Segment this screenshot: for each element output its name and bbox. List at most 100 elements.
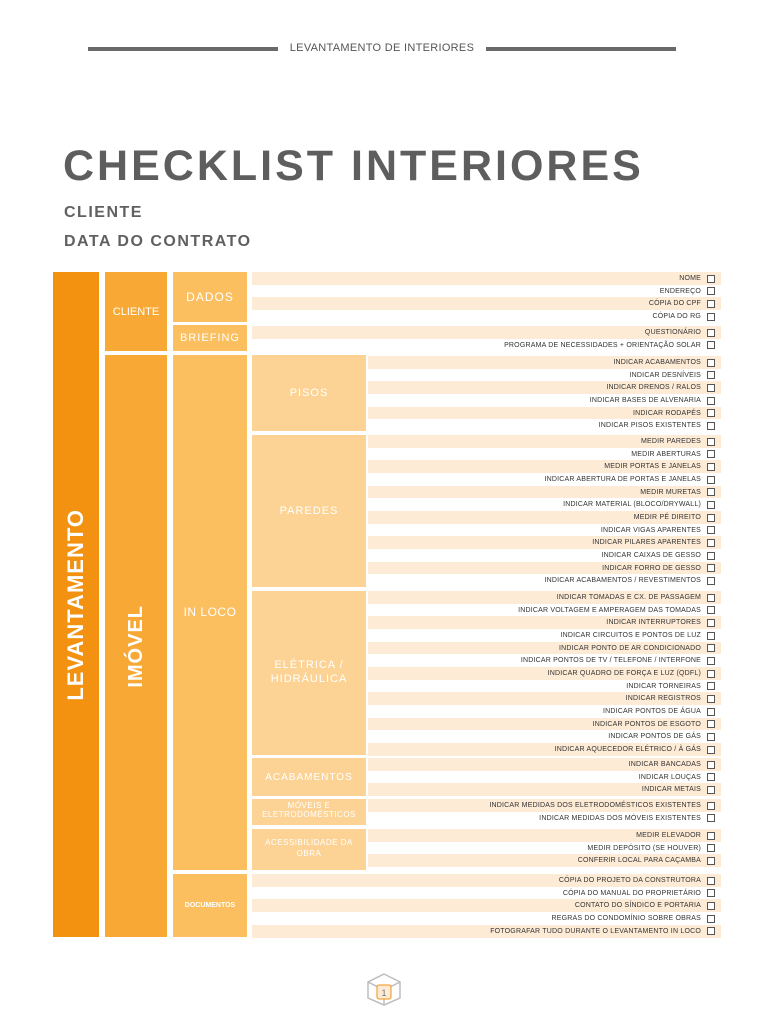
checklist-item-documentos[interactable]: FOTOGRAFAR TUDO DURANTE O LEVANTAMENTO I… [252, 924, 721, 938]
checklist-item-pisos[interactable]: INDICAR DESNÍVEIS [368, 368, 721, 382]
checklist-item-paredes[interactable]: INDICAR ACABAMENTOS / REVESTIMENTOS [368, 574, 721, 588]
checklist-item-eletrica[interactable]: INDICAR INTERRUPTORES [368, 616, 721, 630]
checkbox[interactable] [707, 901, 715, 910]
checkbox[interactable] [707, 631, 715, 640]
checklist-item-acessibilidade[interactable]: MEDIR DEPÓSITO (SE HOUVER) [368, 841, 721, 855]
checkbox[interactable] [707, 576, 715, 585]
checklist-item-dados[interactable]: CÓPIA DO CPF [252, 297, 721, 311]
checkbox[interactable] [707, 814, 715, 823]
checklist-item-documentos[interactable]: CÓPIA DO MANUAL DO PROPRIETÁRIO [252, 886, 721, 900]
checkbox[interactable] [707, 914, 715, 923]
checkbox[interactable] [707, 526, 715, 535]
checkbox[interactable] [707, 785, 715, 794]
checklist-item-documentos[interactable]: REGRAS DO CONDOMÍNIO SOBRE OBRAS [252, 912, 721, 925]
checklist-item-moveis[interactable]: INDICAR MEDIDAS DOS MÓVEIS EXISTENTES [368, 811, 721, 825]
checklist-item-pisos[interactable]: INDICAR PISOS EXISTENTES [368, 419, 721, 433]
checkbox[interactable] [707, 694, 715, 703]
checkbox[interactable] [707, 745, 715, 754]
checkbox[interactable] [707, 656, 715, 665]
checkbox[interactable] [707, 358, 715, 367]
checkbox[interactable] [707, 462, 715, 471]
checkbox[interactable] [707, 371, 715, 380]
checklist-item-paredes[interactable]: INDICAR MATERIAL (BLOCO/DRYWALL) [368, 498, 721, 512]
checklist-item-eletrica[interactable]: INDICAR TOMADAS E CX. DE PASSAGEM [368, 591, 721, 604]
checkbox[interactable] [707, 396, 715, 405]
checkbox[interactable] [707, 606, 715, 615]
checklist-item-pisos[interactable]: INDICAR DRENOS / RALOS [368, 381, 721, 395]
checkbox[interactable] [707, 773, 715, 782]
checklist-item-dados[interactable]: ENDEREÇO [252, 284, 721, 298]
checklist-item-documentos[interactable]: CÓPIA DO PROJETO DA CONSTRUTORA [252, 874, 721, 887]
checklist-item-documentos[interactable]: CONTATO DO SÍNDICO E PORTARIA [252, 899, 721, 913]
checklist-item-pisos[interactable]: INDICAR ACABAMENTOS [368, 356, 721, 369]
checkbox[interactable] [707, 450, 715, 459]
checkbox[interactable] [707, 889, 715, 898]
checklist-item-eletrica[interactable]: INDICAR PONTOS DE GÁS [368, 730, 721, 744]
checklist-item-eletrica[interactable]: INDICAR TORNEIRAS [368, 679, 721, 693]
checklist-item-paredes[interactable]: MEDIR PAREDES [368, 435, 721, 448]
checklist-item-dados[interactable]: CÓPIA DO RG [252, 310, 721, 323]
checkbox[interactable] [707, 328, 715, 337]
checklist-item-paredes[interactable]: MEDIR MURETAS [368, 485, 721, 499]
checkbox[interactable] [707, 299, 715, 308]
checklist-item-eletrica[interactable]: INDICAR REGISTROS [368, 692, 721, 706]
checklist-item-paredes[interactable]: MEDIR PORTAS E JANELAS [368, 460, 721, 474]
checklist-item-eletrica[interactable]: INDICAR AQUECEDOR ELÉTRICO / À GÁS [368, 743, 721, 756]
checklist-item-acessibilidade[interactable]: CONFERIR LOCAL PARA CAÇAMBA [368, 854, 721, 868]
checkbox[interactable] [707, 513, 715, 522]
checkbox[interactable] [707, 538, 715, 547]
checklist-item-dados[interactable]: NOME [252, 272, 721, 285]
checklist-item-eletrica[interactable]: INDICAR PONTOS DE TV / TELEFONE / INTERF… [368, 654, 721, 668]
checkbox[interactable] [707, 475, 715, 484]
checkbox[interactable] [707, 312, 715, 321]
checklist-item-acabamentos[interactable]: INDICAR METAIS [368, 783, 721, 797]
checklist-item-paredes[interactable]: INDICAR FORRO DE GESSO [368, 561, 721, 575]
checkbox[interactable] [707, 287, 715, 296]
checkbox[interactable] [707, 488, 715, 497]
checkbox[interactable] [707, 720, 715, 729]
checklist-item-eletrica[interactable]: INDICAR QUADRO DE FORÇA E LUZ (QDFL) [368, 667, 721, 680]
checklist-item-paredes[interactable]: INDICAR VIGAS APARENTES [368, 523, 721, 537]
checkbox[interactable] [707, 856, 715, 865]
checklist-item-paredes[interactable]: INDICAR ABERTURA DE PORTAS E JANELAS [368, 473, 721, 486]
checklist-item-paredes[interactable]: INDICAR CAIXAS DE GESSO [368, 549, 721, 562]
checkbox[interactable] [707, 760, 715, 769]
checkbox[interactable] [707, 669, 715, 678]
checkbox[interactable] [707, 644, 715, 653]
checkbox[interactable] [707, 409, 715, 418]
checklist-item-eletrica[interactable]: INDICAR PONTOS DE ÁGUA [368, 705, 721, 718]
checklist-item-paredes[interactable]: MEDIR PÉ DIREITO [368, 511, 721, 524]
checklist-item-briefing[interactable]: PROGRAMA DE NECESSIDADES + ORIENTAÇÃO SO… [252, 338, 721, 352]
checklist-item-paredes[interactable]: MEDIR ABERTURAS [368, 447, 721, 461]
checklist-item-eletrica[interactable]: INDICAR CIRCUITOS E PONTOS DE LUZ [368, 629, 721, 642]
checklist-item-eletrica[interactable]: INDICAR PONTOS DE ESGOTO [368, 717, 721, 731]
checkbox[interactable] [707, 831, 715, 840]
checkbox[interactable] [707, 551, 715, 560]
checkbox[interactable] [707, 707, 715, 716]
checkbox[interactable] [707, 274, 715, 283]
checkbox[interactable] [707, 421, 715, 430]
checkbox[interactable] [707, 564, 715, 573]
checklist-item-paredes[interactable]: INDICAR PILARES APARENTES [368, 536, 721, 550]
checklist-item-eletrica[interactable]: INDICAR VOLTAGEM E AMPERAGEM DAS TOMADAS [368, 603, 721, 617]
checklist-item-moveis[interactable]: INDICAR MEDIDAS DOS ELETRODOMÉSTICOS EXI… [368, 799, 721, 812]
checkbox[interactable] [707, 383, 715, 392]
checkbox[interactable] [707, 618, 715, 627]
checkbox[interactable] [707, 593, 715, 602]
checkbox[interactable] [707, 927, 715, 936]
checkbox[interactable] [707, 437, 715, 446]
checkbox[interactable] [707, 732, 715, 741]
checkbox[interactable] [707, 682, 715, 691]
checkbox[interactable] [707, 876, 715, 885]
checklist-item-acessibilidade[interactable]: MEDIR ELEVADOR [368, 829, 721, 842]
checkbox[interactable] [707, 801, 715, 810]
checkbox[interactable] [707, 500, 715, 509]
checklist-item-eletrica[interactable]: INDICAR PONTO DE AR CONDICIONADO [368, 641, 721, 655]
checklist-item-pisos[interactable]: INDICAR RODAPÉS [368, 406, 721, 420]
checkbox[interactable] [707, 844, 715, 853]
checklist-item-acabamentos[interactable]: INDICAR BANCADAS [368, 758, 721, 771]
checklist-item-briefing[interactable]: QUESTIONÁRIO [252, 326, 721, 339]
checklist-item-pisos[interactable]: INDICAR BASES DE ALVENARIA [368, 394, 721, 407]
checklist-item-acabamentos[interactable]: INDICAR LOUÇAS [368, 770, 721, 784]
checkbox[interactable] [707, 341, 715, 350]
